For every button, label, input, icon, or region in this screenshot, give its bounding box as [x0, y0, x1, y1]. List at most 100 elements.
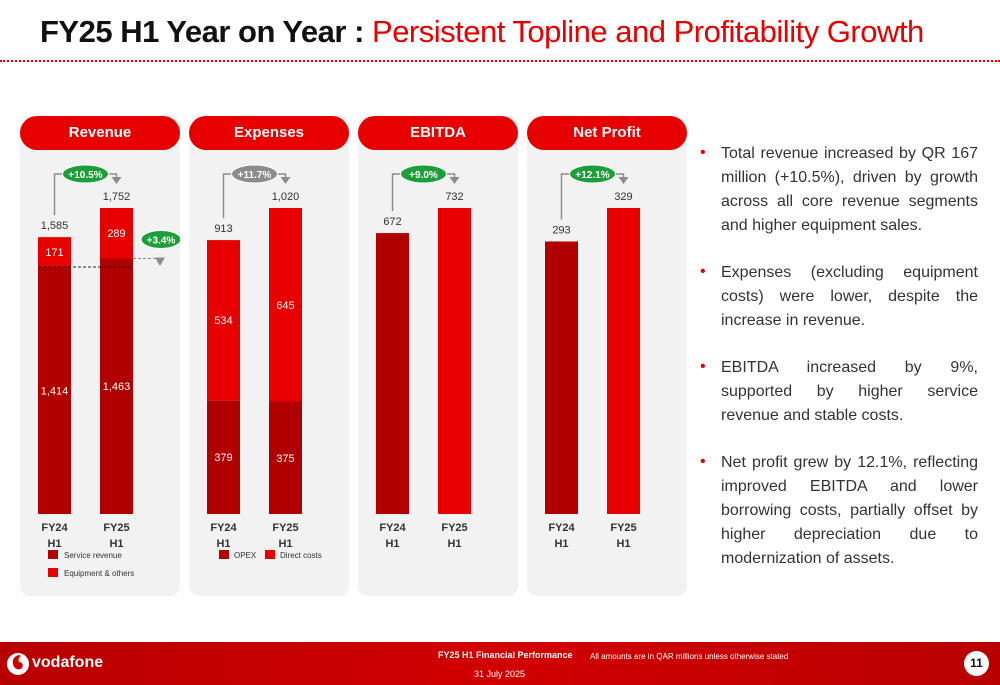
secondary-growth-arrow-icon: [155, 257, 165, 267]
commentary-item: • Net profit grew by 12.1%, reflecting im…: [700, 451, 978, 571]
bullet-icon: •: [700, 358, 706, 375]
legend-label: Direct costs: [280, 551, 322, 560]
category-label: FY25: [103, 522, 129, 534]
footer-date: 31 July 2025: [474, 669, 526, 679]
title-subtitle: Persistent Topline and Profitability Gro…: [372, 14, 924, 49]
total-label: 1,752: [103, 191, 131, 203]
growth-arrow-icon: [449, 177, 460, 184]
commentary-text: Net profit grew by 12.1%, reflecting imp…: [721, 454, 978, 567]
title-main: FY25 H1 Year on Year: [40, 14, 346, 49]
legend-swatch: [48, 550, 58, 559]
title-divider: [0, 60, 1000, 62]
bullet-icon: •: [700, 453, 706, 470]
data-label-equipment-others: 289: [107, 228, 125, 240]
category-label: H1: [278, 538, 292, 550]
category-label: FY25: [610, 522, 636, 534]
page-number: 11: [964, 651, 989, 676]
footer-note: All amounts are in QAR millions unless o…: [590, 652, 789, 661]
growth-badge-label: +11.7%: [238, 170, 272, 181]
category-label: H1: [216, 538, 230, 550]
revenue-chart: 1,414 1,463 171 289 1,585 1,752+10.5% +3.4% FY2…: [38, 164, 180, 578]
net-profit-panel-title: Net Profit: [527, 116, 687, 150]
category-label: H1: [554, 538, 568, 550]
expenses-panel-title: Expenses: [189, 116, 349, 150]
expenses-chart: 379 375 534 645 913 1,020+11.7% FY24 H1 FY25 H1 OP…: [207, 164, 322, 560]
growth-arrow-icon: [280, 177, 291, 184]
data-label-direct-costs: 534: [214, 315, 232, 327]
bar-fy24-h1: [376, 233, 409, 514]
bar-service-revenue-fy24-h1: [38, 267, 71, 514]
legend-label: OPEX: [234, 551, 257, 560]
brand-name: vodafone: [32, 654, 104, 671]
commentary-item: • Expenses (excluding equipment costs) we…: [700, 261, 978, 333]
commentary-text: Expenses (excluding equipment costs) wer…: [721, 264, 978, 329]
growth-badge: [569, 164, 616, 184]
data-label-opex: 379: [214, 452, 232, 464]
category-label: FY24: [210, 522, 237, 534]
total-label: 732: [445, 191, 463, 203]
bullet-icon: •: [700, 263, 706, 280]
category-label: FY25: [441, 522, 467, 534]
growth-badge-label: +10.5%: [68, 170, 102, 181]
ebitda-panel: EBITDA 672 732 +9.0% FY24 H1 FY25 H1: [358, 116, 518, 596]
ebitda-chart: 672 732 +9.0% FY24 H1 FY25 H1: [376, 164, 471, 550]
page-title: FY25 H1 Year on Year : Persistent Toplin…: [40, 14, 924, 50]
growth-badge-label: +12.1%: [575, 170, 609, 181]
growth-arrow-icon: [111, 177, 122, 184]
data-label-service-revenue: 1,414: [41, 386, 69, 398]
secondary-growth-badge-label: +3.4%: [147, 235, 176, 246]
title-separator: :: [345, 14, 373, 49]
total-label: 913: [214, 223, 232, 235]
growth-badge: [400, 164, 447, 184]
total-label: 329: [614, 191, 632, 203]
total-label: 293: [552, 224, 570, 236]
bar-direct-costs-fy25-h1: [269, 208, 302, 402]
vodafone-logo-icon: [7, 653, 29, 675]
bar-direct-costs-fy24-h1: [207, 240, 240, 401]
footer-title: FY25 H1 Financial Performance: [438, 650, 573, 660]
legend-swatch: [265, 550, 275, 559]
category-label: H1: [47, 538, 61, 550]
category-label: FY25: [272, 522, 298, 534]
commentary-text: EBITDA increased by 9%, supported by hig…: [721, 359, 978, 424]
commentary-item: • EBITDA increased by 9%, supported by hi…: [700, 356, 978, 428]
bar-equipment-others-fy24-h1: [38, 237, 71, 268]
net-profit-panel: Net Profit 293 329 +12.1% FY24 H1 FY25 H1: [527, 116, 687, 596]
bar-fy25-h1: [438, 208, 471, 514]
bar-opex-fy25-h1: [269, 401, 302, 514]
data-label-opex: 375: [276, 453, 294, 465]
ebitda-panel-title: EBITDA: [358, 116, 518, 150]
legend-label: Equipment & others: [64, 569, 134, 578]
commentary-text: Total revenue increased by QR 167 millio…: [721, 145, 978, 234]
category-label: H1: [385, 538, 399, 550]
category-label: FY24: [41, 522, 68, 534]
bar-service-revenue-fy25-h1: [100, 258, 133, 514]
legend-swatch: [219, 550, 229, 559]
category-label: H1: [447, 538, 461, 550]
data-label-equipment-others: 171: [45, 247, 63, 259]
category-label: FY24: [548, 522, 575, 534]
data-label-direct-costs: 645: [276, 300, 294, 312]
commentary-item: • Total revenue increased by QR 167 milli…: [700, 142, 978, 238]
revenue-panel: Revenue 1,414 1,463 171 289 1,585 1,752 +10.5%…: [20, 116, 180, 596]
growth-badge: [62, 164, 109, 184]
total-label: 1,585: [41, 220, 69, 232]
net-profit-chart: 293 329 +12.1% FY24 H1 FY25 H1: [545, 164, 640, 550]
revenue-panel-title: Revenue: [20, 116, 180, 150]
footer-bar: vodafone FY25 H1 Financial Performance 3…: [0, 642, 1000, 685]
total-label: 1,020: [272, 191, 300, 203]
data-label-service-revenue: 1,463: [103, 381, 131, 393]
bullet-icon: •: [700, 144, 706, 161]
category-label: H1: [109, 538, 123, 550]
total-label: 672: [383, 216, 401, 228]
bar-fy25-h1: [607, 208, 640, 514]
expenses-panel: Expenses 379 375 534 645 913 1,020 +11.7% FY24 H…: [189, 116, 349, 596]
growth-badge-label: +9.0%: [409, 170, 438, 181]
category-label: FY24: [379, 522, 406, 534]
legend-swatch: [48, 568, 58, 577]
growth-arrow-icon: [618, 177, 629, 184]
category-label: H1: [616, 538, 630, 550]
growth-badge: [231, 164, 278, 184]
bar-opex-fy24-h1: [207, 400, 240, 514]
bar-fy24-h1: [545, 241, 578, 514]
